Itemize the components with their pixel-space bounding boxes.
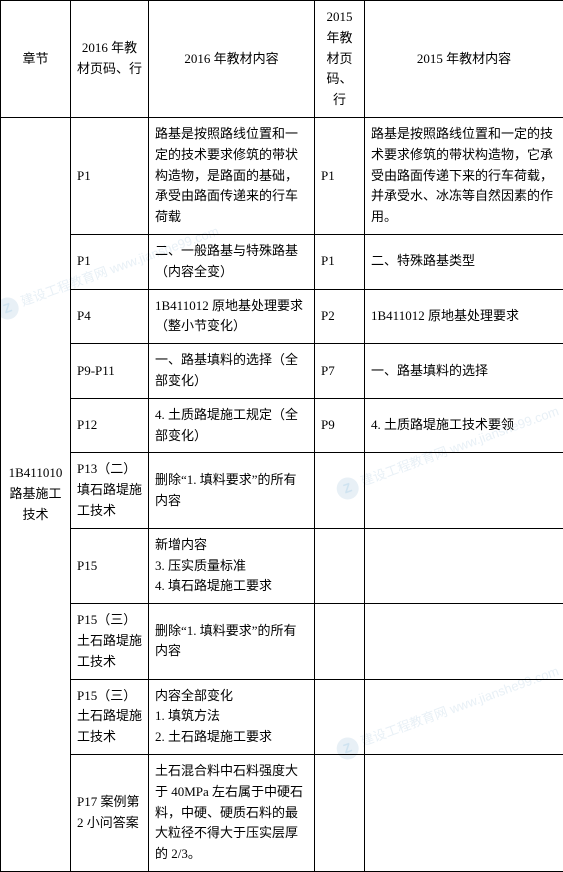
table-row: P12 4. 土质路堤施工规定（全部变化） P9 4. 土质路堤施工技术要领: [1, 398, 563, 453]
cell-c15: [365, 453, 563, 528]
table-row: 1B411010路基施工技术 P1 路基是按照路线位置和一定的技术要求修筑的带状…: [1, 117, 563, 234]
header-page2016: 2016 年教材页码、行: [71, 1, 149, 118]
cell-p16: P15（三）土石路堤施工技术: [71, 679, 149, 754]
table-header-row: 章节 2016 年教材页码、行 2016 年教材内容 2015年教材页码、行 2…: [1, 1, 563, 118]
cell-c16: 二、一般路基与特殊路基（内容全变）: [149, 234, 315, 289]
cell-c15: [365, 528, 563, 603]
header-content2016: 2016 年教材内容: [149, 1, 315, 118]
table-row: P9-P11 一、路基填料的选择（全部变化） P7 一、路基填料的选择: [1, 344, 563, 399]
cell-c15: 二、特殊路基类型: [365, 234, 563, 289]
cell-p15: [315, 453, 365, 528]
cell-p16: P1: [71, 234, 149, 289]
cell-p16: P1: [71, 117, 149, 234]
table-row: P17 案例第 2 小问答案 土石混合料中石料强度大于 40MPa 左右属于中硬…: [1, 754, 563, 871]
cell-p16: P13（二）填石路堤施工技术: [71, 453, 149, 528]
cell-c15: 4. 土质路堤施工技术要领: [365, 398, 563, 453]
cell-p16: P15: [71, 528, 149, 603]
cell-c15: 一、路基填料的选择: [365, 344, 563, 399]
cell-c16: 1B411012 原地基处理要求（整小节变化）: [149, 289, 315, 344]
cell-c16: 删除“1. 填料要求”的所有内容: [149, 453, 315, 528]
cell-c15: [365, 679, 563, 754]
cell-p15: P2: [315, 289, 365, 344]
table-row: P15 新增内容3. 压实质量标准4. 填石路堤施工要求: [1, 528, 563, 603]
cell-c15: [365, 604, 563, 679]
table-row: P15（三）土石路堤施工技术 删除“1. 填料要求”的所有内容: [1, 604, 563, 679]
cell-p15: [315, 528, 365, 603]
cell-c16: 4. 土质路堤施工规定（全部变化）: [149, 398, 315, 453]
table-row: P1 二、一般路基与特殊路基（内容全变） P1 二、特殊路基类型: [1, 234, 563, 289]
cell-c15: 1B411012 原地基处理要求: [365, 289, 563, 344]
cell-c16: 土石混合料中石料强度大于 40MPa 左右属于中硬石料，中硬、硬质石料的最大粒径…: [149, 754, 315, 871]
cell-c16: 路基是按照路线位置和一定的技术要求修筑的带状构造物，是路面的基础，承受由路面传递…: [149, 117, 315, 234]
cell-p15: P1: [315, 234, 365, 289]
cell-p16: P9-P11: [71, 344, 149, 399]
header-section: 章节: [1, 1, 71, 118]
cell-p15: [315, 754, 365, 871]
cell-p15: [315, 679, 365, 754]
cell-p15: P7: [315, 344, 365, 399]
comparison-table: 章节 2016 年教材页码、行 2016 年教材内容 2015年教材页码、行 2…: [0, 0, 563, 872]
cell-c15: 路基是按照路线位置和一定的技术要求修筑的带状构造物，它承受由路面传递下来的行车荷…: [365, 117, 563, 234]
table-row: P13（二）填石路堤施工技术 删除“1. 填料要求”的所有内容: [1, 453, 563, 528]
cell-p16: P12: [71, 398, 149, 453]
cell-c16: 删除“1. 填料要求”的所有内容: [149, 604, 315, 679]
cell-c15: [365, 754, 563, 871]
table-row: P15（三）土石路堤施工技术 内容全部变化1. 填筑方法2. 土石路堤施工要求: [1, 679, 563, 754]
header-page2015: 2015年教材页码、行: [315, 1, 365, 118]
cell-p16: P4: [71, 289, 149, 344]
cell-c16: 新增内容3. 压实质量标准4. 填石路堤施工要求: [149, 528, 315, 603]
cell-p15: P9: [315, 398, 365, 453]
cell-p15: P1: [315, 117, 365, 234]
header-content2015: 2015 年教材内容: [365, 1, 563, 118]
cell-p15: [315, 604, 365, 679]
cell-c16: 内容全部变化1. 填筑方法2. 土石路堤施工要求: [149, 679, 315, 754]
cell-p16: P15（三）土石路堤施工技术: [71, 604, 149, 679]
table-row: P4 1B411012 原地基处理要求（整小节变化） P2 1B411012 原…: [1, 289, 563, 344]
cell-p16: P17 案例第 2 小问答案: [71, 754, 149, 871]
section-cell: 1B411010路基施工技术: [1, 117, 71, 871]
cell-c16: 一、路基填料的选择（全部变化）: [149, 344, 315, 399]
